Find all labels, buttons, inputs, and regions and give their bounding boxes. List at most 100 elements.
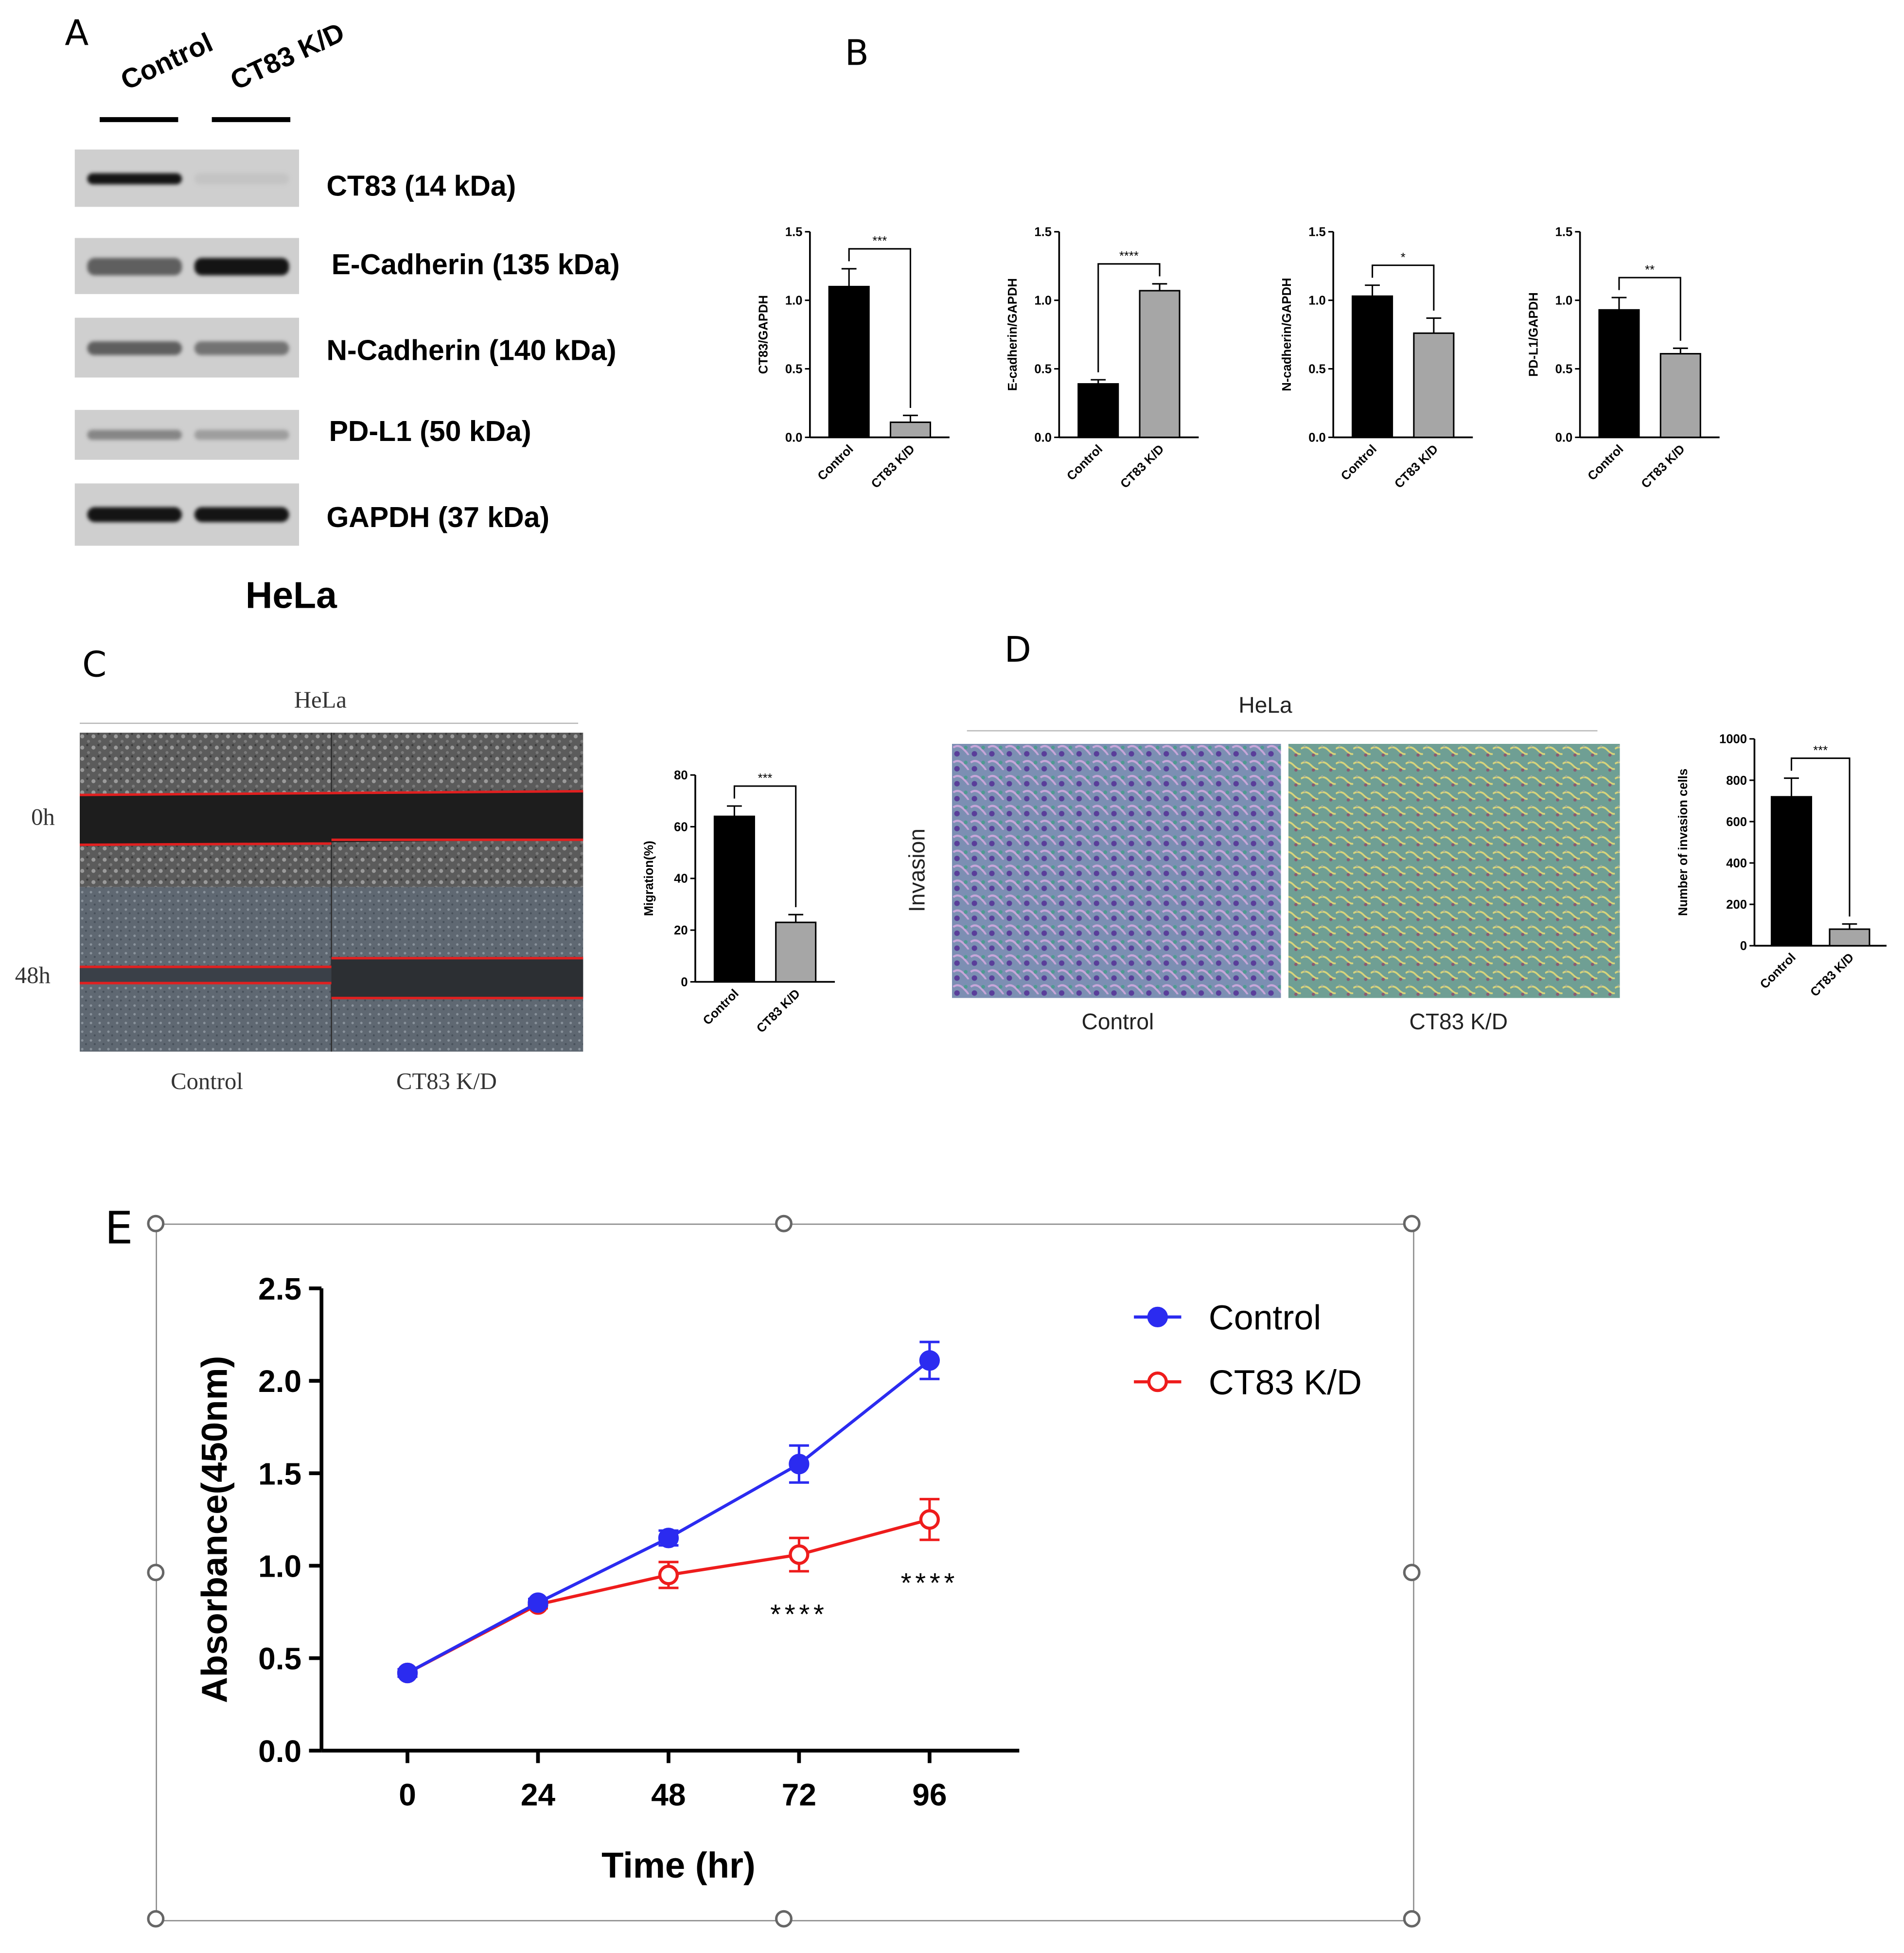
migration-caption-knockdown: CT83 K/D xyxy=(396,1069,497,1095)
y-tick-label: 1.5 xyxy=(1308,226,1326,239)
blot-strip xyxy=(74,238,300,294)
y-tick-label: 0.0 xyxy=(1034,431,1052,445)
bar-chart-migration: 0 20 40 60 80 Control CT83 K/D *** Migration(%) xyxy=(642,769,835,1036)
panel-a-label: A xyxy=(65,12,89,54)
y-tick-label: 0.5 xyxy=(1308,363,1326,376)
resize-handle-top-left[interactable] xyxy=(147,1214,165,1232)
y-tick-label: 80 xyxy=(674,769,688,782)
x-tick-label: Control xyxy=(1339,442,1379,483)
significance-label: *** xyxy=(1813,744,1828,757)
x-tick-label: Control xyxy=(1585,442,1626,483)
y-tick-label: 20 xyxy=(674,924,688,937)
y-tick-label: 600 xyxy=(1726,815,1747,829)
blot-band xyxy=(194,507,289,522)
bar xyxy=(1770,796,1813,947)
wound-edge-line xyxy=(80,842,332,846)
scratch-gap-48h-control xyxy=(80,967,332,984)
data-point xyxy=(397,1662,418,1684)
resize-handle-right[interactable] xyxy=(1403,1564,1421,1582)
blot-band xyxy=(87,340,182,355)
legend-marker xyxy=(1147,1372,1168,1392)
lane-header-knockdown: CT83 K/D xyxy=(225,16,350,96)
significance-bracket xyxy=(1790,757,1851,917)
data-point xyxy=(919,1350,940,1371)
series-line xyxy=(406,1359,931,1674)
band-label-pdl1: PD-L1 (50 kDa) xyxy=(329,415,531,448)
y-tick-label: 0.0 xyxy=(785,431,803,445)
significance-label: **** xyxy=(1119,249,1139,263)
data-point xyxy=(789,1454,810,1475)
x-tick-label: CT83 K/D xyxy=(1639,442,1687,491)
x-tick-label: Control xyxy=(1758,950,1798,991)
resize-handle-bottom-right[interactable] xyxy=(1403,1910,1421,1928)
significance-bracket xyxy=(848,248,912,408)
data-point xyxy=(658,1528,679,1548)
band-label-ecadherin: E-Cadherin (135 kDa) xyxy=(331,247,620,281)
bar xyxy=(775,921,817,983)
lane-bar-knockdown xyxy=(212,117,291,123)
band-label-ncadherin: N-Cadherin (140 kDa) xyxy=(326,334,617,367)
blot-band xyxy=(194,340,289,355)
migration-title-rule xyxy=(80,722,579,724)
band-label-gapdh: GAPDH (37 kDa) xyxy=(326,501,550,533)
blot-strip xyxy=(74,483,300,546)
migration-title: HeLa xyxy=(294,687,347,714)
blot-band xyxy=(87,430,182,440)
panel-c-label: C xyxy=(82,644,107,686)
significance-bracket xyxy=(1097,263,1161,372)
y-tick-label: 60 xyxy=(674,820,688,834)
panel-e-label: E xyxy=(105,1203,133,1255)
resize-handle-bottom[interactable] xyxy=(775,1910,793,1928)
y-axis-label: PD-L1/GAPDH xyxy=(1527,292,1540,377)
x-tick-label: Control xyxy=(701,987,741,1028)
significance-bracket xyxy=(1618,277,1681,341)
wound-healing-images xyxy=(80,732,583,1052)
migration-caption-control: Control xyxy=(171,1069,243,1095)
y-tick-label: 0.0 xyxy=(258,1734,301,1769)
resize-handle-bottom-left[interactable] xyxy=(147,1910,165,1928)
x-tick-label: CT83 K/D xyxy=(754,987,803,1036)
data-point xyxy=(919,1509,940,1530)
significance-label: *** xyxy=(758,772,773,785)
invasion-caption-knockdown: CT83 K/D xyxy=(1409,1009,1508,1035)
cell-line-label: HeLa xyxy=(245,576,337,617)
y-tick-label: 1.0 xyxy=(785,294,803,308)
invasion-caption-control: Control xyxy=(1081,1009,1154,1035)
y-tick-label: 0.5 xyxy=(1555,363,1573,376)
bar-chart-pdl1: 0.0 0.5 1.0 1.5 Control CT83 K/D ** PD-L1/GAPDH xyxy=(1527,226,1720,491)
bar xyxy=(1659,353,1701,439)
y-tick-label: 1.0 xyxy=(258,1548,301,1584)
scratch-gap-0h xyxy=(80,791,583,845)
y-axis-label: N-cadherin/GAPDH xyxy=(1280,278,1294,391)
x-tick-label: 72 xyxy=(782,1777,816,1812)
significance-label: *** xyxy=(872,234,887,248)
bar xyxy=(1352,295,1393,439)
significance-label: ** xyxy=(1645,263,1655,277)
legend-marker xyxy=(1147,1306,1168,1328)
y-tick-label: 2.0 xyxy=(258,1364,301,1399)
y-tick-label: 2.5 xyxy=(258,1271,301,1306)
resize-handle-top[interactable] xyxy=(775,1214,793,1232)
blot-band xyxy=(87,172,182,184)
y-axis-label: Migration(%) xyxy=(642,841,656,916)
bar-chart-ct83: 0.0 0.5 1.0 1.5 Control CT83 K/D *** CT83/GAPDH xyxy=(757,226,950,491)
y-tick-label: 1.0 xyxy=(1308,294,1326,308)
y-tick-label: 0.5 xyxy=(258,1641,301,1676)
y-tick-label: 200 xyxy=(1726,898,1747,912)
x-tick-label: Control xyxy=(1064,442,1105,483)
blot-band xyxy=(194,257,289,275)
y-axis-label: Absorbance(450nm) xyxy=(194,1356,234,1703)
blot-strip xyxy=(74,149,300,207)
bar xyxy=(1598,309,1640,439)
resize-handle-top-right[interactable] xyxy=(1403,1214,1421,1232)
invasion-row-label: Invasion xyxy=(904,828,930,912)
bar xyxy=(828,285,870,439)
y-tick-label: 40 xyxy=(674,872,688,886)
resize-handle-left[interactable] xyxy=(147,1564,165,1582)
y-axis-label: Number of invasion cells xyxy=(1676,769,1690,916)
blot-band xyxy=(87,257,182,275)
bar xyxy=(713,815,755,983)
y-axis-label: E-cadherin/GAPDH xyxy=(1006,278,1020,391)
x-tick-label: CT83 K/D xyxy=(1118,442,1166,491)
y-tick-label: 0 xyxy=(681,975,688,989)
